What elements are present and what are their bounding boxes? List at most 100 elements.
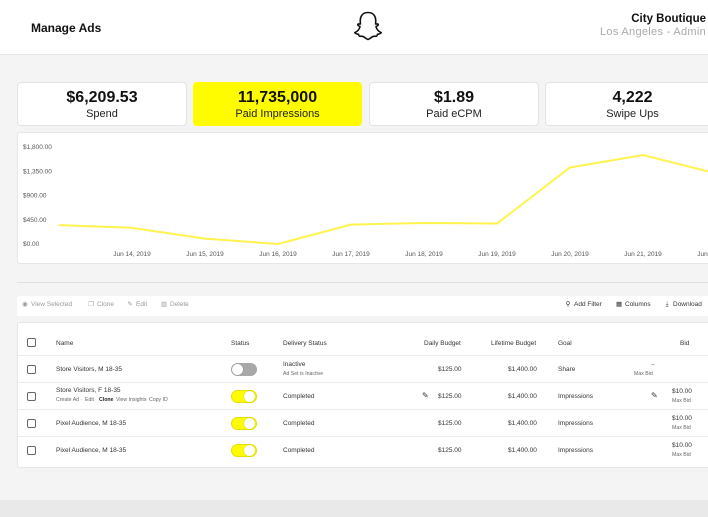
goal: Impressions <box>558 393 594 400</box>
goal: Impressions <box>558 447 594 454</box>
metric-label: Spend <box>86 108 118 120</box>
delete-button[interactable]: ▥ Delete <box>161 301 189 308</box>
metric-value: $1.89 <box>433 89 475 106</box>
status-toggle[interactable] <box>231 390 257 403</box>
download-button[interactable]: ⤓ Download <box>664 301 702 308</box>
toggle-knob <box>244 445 255 456</box>
row-action-clone[interactable]: Clone <box>99 397 114 403</box>
action-separator: · <box>112 397 114 403</box>
account-location: Los Angeles - Admin <box>600 26 706 38</box>
clone-button[interactable]: ❐ Clone <box>88 301 114 308</box>
edit-button[interactable]: ✎ Edit <box>127 301 147 308</box>
data-point <box>58 224 60 226</box>
filter-icon: ⚲ <box>565 301 571 308</box>
goal: Share <box>558 366 576 373</box>
row-action-edit[interactable]: Edit <box>85 397 94 403</box>
ad-name[interactable]: Pixel Audience, M 18-35 <box>56 447 127 454</box>
column-header-goal[interactable]: Goal <box>558 340 572 347</box>
add-filter-button[interactable]: ⚲ Add Filter <box>565 301 602 308</box>
table-row[interactable]: Store Visitors, F 18-35 Create Ad · Edit… <box>18 382 708 409</box>
daily-budget: $125.00 <box>438 393 462 400</box>
y-tick-label: $450.00 <box>23 217 47 224</box>
row-action-view-insights[interactable]: View Insights <box>116 397 147 403</box>
data-point <box>350 223 352 226</box>
status-toggle[interactable] <box>231 417 257 430</box>
metric-value: 11,735,000 <box>237 89 318 106</box>
status-toggle[interactable] <box>231 363 257 376</box>
column-header-lifetime-budget[interactable]: Lifetime Budget <box>491 340 537 347</box>
ad-name[interactable]: Store Visitors, M 18-35 <box>56 366 122 373</box>
data-point <box>496 222 498 225</box>
x-tick-label: Jun 15, 2019 <box>186 251 224 258</box>
delivery-status: Completed <box>283 393 315 400</box>
pencil-icon: ✎ <box>127 301 133 308</box>
metric-label: Swipe Ups <box>606 108 659 120</box>
bid-caption: Max Bid <box>672 452 691 458</box>
column-header-status[interactable]: Status <box>231 340 250 347</box>
y-tick-label: $0.00 <box>23 241 40 248</box>
snapchat-ghost-icon[interactable] <box>352 10 384 43</box>
daily-budget: $125.00 <box>438 420 462 427</box>
select-all-checkbox[interactable] <box>27 338 36 347</box>
trash-icon: ▥ <box>161 301 168 308</box>
table-row[interactable]: Pixel Audience, M 18-35 Completed $125.0… <box>18 409 708 436</box>
metric-label: Paid Impressions <box>235 108 320 120</box>
page-title: Manage Ads <box>31 21 102 35</box>
data-point <box>131 227 133 229</box>
lifetime-budget: $1,400.00 <box>508 420 537 427</box>
column-header-bid[interactable]: Bid <box>680 340 690 347</box>
top-bar: Manage Ads City Boutique Los Angeles - A… <box>0 0 708 55</box>
view-selected-button[interactable]: ◉ View Selected <box>22 301 72 308</box>
table-row[interactable]: Store Visitors, M 18-35 Inactive Ad Set … <box>18 355 708 382</box>
row-checkbox[interactable] <box>27 365 36 374</box>
metric-paid-ecpm[interactable]: $1.89 Paid eCPM <box>369 82 539 126</box>
y-tick-label: $900.00 <box>23 193 47 200</box>
ad-name[interactable]: Pixel Audience, M 18-35 <box>56 420 127 427</box>
edit-budget-pencil-icon[interactable]: ✎ <box>422 391 429 400</box>
status-toggle[interactable] <box>231 444 257 457</box>
y-tick-label: $1,800.00 <box>23 144 52 151</box>
delivery-status: Completed <box>283 420 315 427</box>
row-action-copy-id[interactable]: Copy ID <box>149 397 168 403</box>
delivery-status: Inactive <box>283 361 306 368</box>
eye-icon: ◉ <box>22 301 28 308</box>
bid-caption: Max Bid <box>672 425 691 431</box>
column-header-name[interactable]: Name <box>56 340 74 347</box>
row-checkbox[interactable] <box>27 392 36 401</box>
lifetime-budget: $1,400.00 <box>508 393 537 400</box>
metric-swipe-ups[interactable]: 4,222 Swipe Ups <box>545 82 708 126</box>
column-header-delivery[interactable]: Delivery Status <box>283 340 327 347</box>
metric-paid-impressions[interactable]: 11,735,000 Paid Impressions <box>193 82 362 126</box>
delete-label: Delete <box>170 301 189 308</box>
column-header-daily-budget[interactable]: Daily Budget <box>424 340 461 347</box>
metric-value: $6,209.53 <box>66 89 138 106</box>
metric-label: Paid eCPM <box>426 108 482 120</box>
bid-value: $10.00 <box>672 415 692 422</box>
clone-label: Clone <box>97 301 114 308</box>
daily-budget: $125.00 <box>438 447 462 454</box>
delivery-status-detail: Ad Set is Inactive <box>283 371 324 377</box>
data-point <box>569 166 571 169</box>
row-checkbox[interactable] <box>27 446 36 455</box>
columns-button[interactable]: ▦ Columns <box>616 301 651 308</box>
x-tick-label: Jun 18, 2019 <box>405 251 443 258</box>
copy-icon: ❐ <box>88 301 94 308</box>
toggle-knob <box>244 391 255 402</box>
metric-spend[interactable]: $6,209.53 Spend <box>17 82 187 126</box>
bid-caption: Max Bid <box>634 371 653 377</box>
columns-label: Columns <box>625 301 651 308</box>
account-name[interactable]: City Boutique <box>631 13 706 25</box>
x-tick-label: Jun 20, 2019 <box>551 251 589 258</box>
row-action-create-ad[interactable]: Create Ad <box>56 397 80 403</box>
edit-bid-pencil-icon[interactable]: ✎ <box>651 391 658 400</box>
metric-value: 4,222 <box>612 89 653 106</box>
edit-label: Edit <box>136 301 148 308</box>
y-tick-label: $1,350.00 <box>23 168 52 175</box>
ad-name[interactable]: Store Visitors, F 18-35 <box>56 387 121 394</box>
row-checkbox[interactable] <box>27 419 36 428</box>
table-row[interactable]: Pixel Audience, M 18-35 Completed $125.0… <box>18 436 708 463</box>
x-tick-label: Jun 21, 2019 <box>624 251 662 258</box>
action-separator: · <box>81 397 83 403</box>
table-toolbar: ◉ View Selected ❐ Clone ✎ Edit ▥ Delete ⚲ Add… <box>17 296 708 316</box>
toggle-knob <box>232 364 243 375</box>
